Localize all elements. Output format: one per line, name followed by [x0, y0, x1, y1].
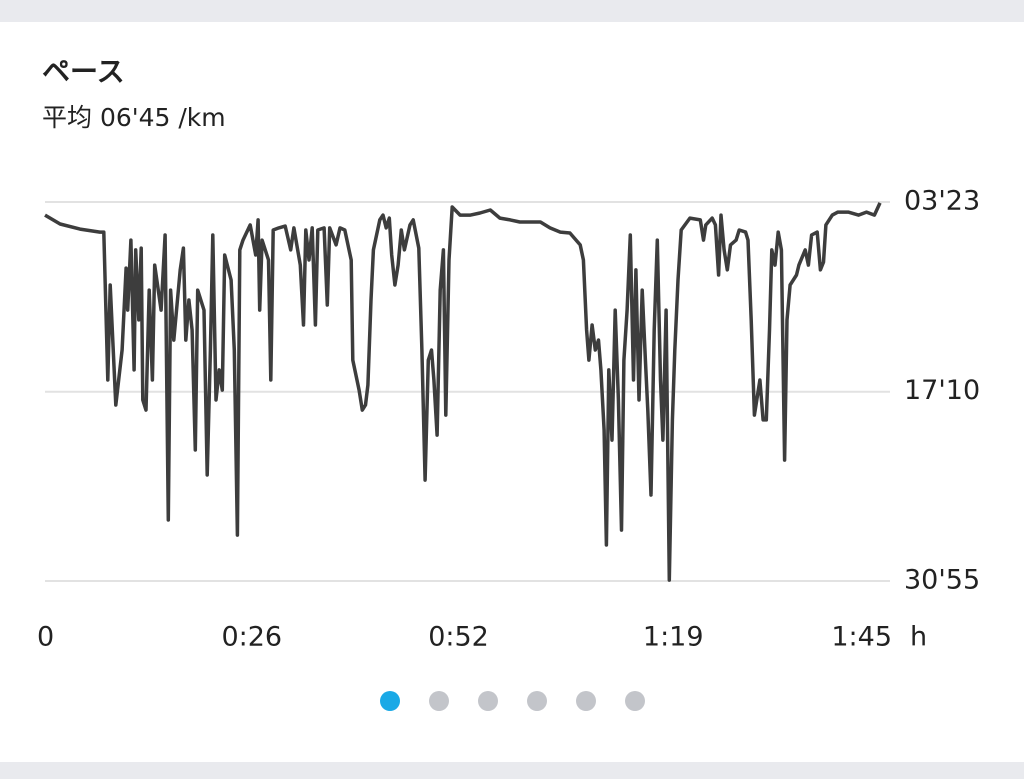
page-dot[interactable] — [527, 691, 547, 711]
page-dot[interactable] — [576, 691, 596, 711]
chart-title: ペース — [42, 55, 125, 88]
page-dot[interactable] — [429, 691, 449, 711]
x-axis-label: h — [910, 622, 927, 653]
pace-line — [44, 202, 882, 582]
y-tick-label: 03'23 — [904, 186, 980, 217]
pagination — [380, 691, 645, 711]
page-dot[interactable] — [478, 691, 498, 711]
page-dot[interactable] — [625, 691, 645, 711]
y-tick-label: 30'55 — [904, 565, 980, 596]
x-tick-label: 0:26 — [221, 622, 282, 653]
y-tick-label: 17'10 — [904, 375, 980, 406]
bottom-band — [0, 762, 1024, 779]
page-dot[interactable] — [380, 691, 400, 711]
top-band — [0, 0, 1024, 22]
x-tick-label: 0 — [37, 622, 54, 653]
chart-subtitle: 平均 06'45 /km — [42, 103, 226, 132]
x-tick-label: 0:52 — [428, 622, 489, 653]
x-tick-label: 1:19 — [643, 622, 704, 653]
x-tick-label: 1:45 — [831, 622, 892, 653]
